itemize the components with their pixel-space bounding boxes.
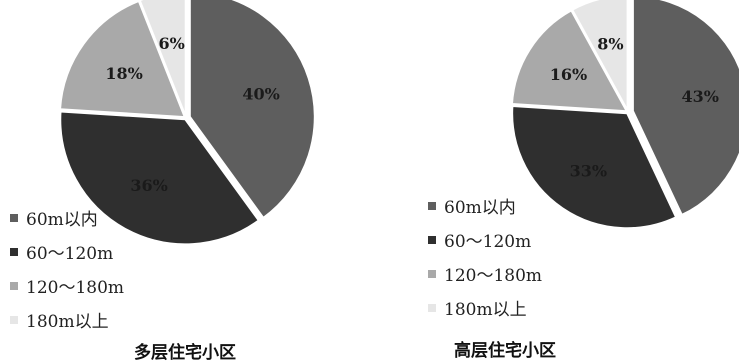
legend-swatch (428, 303, 436, 312)
legend-swatch (428, 269, 436, 278)
legend-label: 120～180m (26, 278, 125, 298)
legend-label: 180m以上 (444, 300, 527, 320)
slice-value-label-120-180m: 18% (105, 64, 142, 83)
legend-swatch (10, 247, 18, 256)
legend-label: 60m以内 (444, 198, 516, 218)
legend-item-60m-within: 60m以内 (428, 193, 516, 218)
legend-label: 60～120m (444, 232, 532, 252)
legend-item-180m-above: 180m以上 (428, 295, 527, 320)
pie-slice-60-120m (59, 110, 261, 246)
legend-item-60m-within: 60m以内 (10, 205, 98, 230)
slice-value-label-60-120m: 36% (130, 176, 167, 195)
slice-value-label-60m-within: 40% (242, 85, 279, 104)
pie-chart-highrise: 43% 33% 16% 8% 60m以内 60～120m 120～180m 180m以上 高… (370, 0, 739, 362)
pie-slice-60m-within (631, 0, 739, 217)
pie-svg-multistory: 40% 36% 18% 6% (58, 0, 316, 246)
pie-slice-60m-within (188, 0, 316, 220)
legend-label: 180m以上 (26, 312, 109, 332)
slice-value-label-60m-within: 43% (681, 87, 718, 106)
pie-svg-highrise: 43% 33% 16% 8% (510, 0, 739, 230)
legend-swatch (10, 213, 18, 222)
legend-item-120-180m: 120～180m (10, 273, 124, 298)
pie-slice-180m-above (570, 0, 629, 112)
pie-slice-60-120m (511, 104, 678, 230)
legend-label: 60m以内 (26, 210, 98, 230)
legend-swatch (428, 235, 436, 244)
legend-label: 60～120m (26, 244, 114, 264)
pie-slice-120-180m (58, 0, 187, 119)
slice-value-label-60-120m: 33% (570, 161, 607, 180)
legend-item-180m-above: 180m以上 (10, 307, 109, 332)
legend-item-60-120m: 60～120m (428, 227, 531, 252)
legend-swatch (10, 281, 18, 290)
legend-item-120-180m: 120～180m (428, 261, 542, 286)
legend-swatch (428, 201, 436, 210)
chart-title-multistory: 多层住宅小区 (134, 343, 236, 363)
slice-value-label-120-180m: 16% (550, 65, 587, 84)
pie-slice-120-180m (510, 9, 629, 113)
pie-chart-multistory: 40% 36% 18% 6% 60m以内 60～120m 120～180m 180m以上 多… (0, 0, 370, 363)
legend-swatch (10, 315, 18, 324)
chart-title-highrise: 高层住宅小区 (454, 341, 556, 361)
pie-slice-180m-above (138, 0, 187, 117)
slice-value-label-180m-above: 8% (597, 35, 623, 54)
slice-value-label-180m-above: 6% (158, 34, 184, 53)
legend-item-60-120m: 60～120m (10, 239, 113, 264)
legend-label: 120～180m (444, 266, 543, 286)
